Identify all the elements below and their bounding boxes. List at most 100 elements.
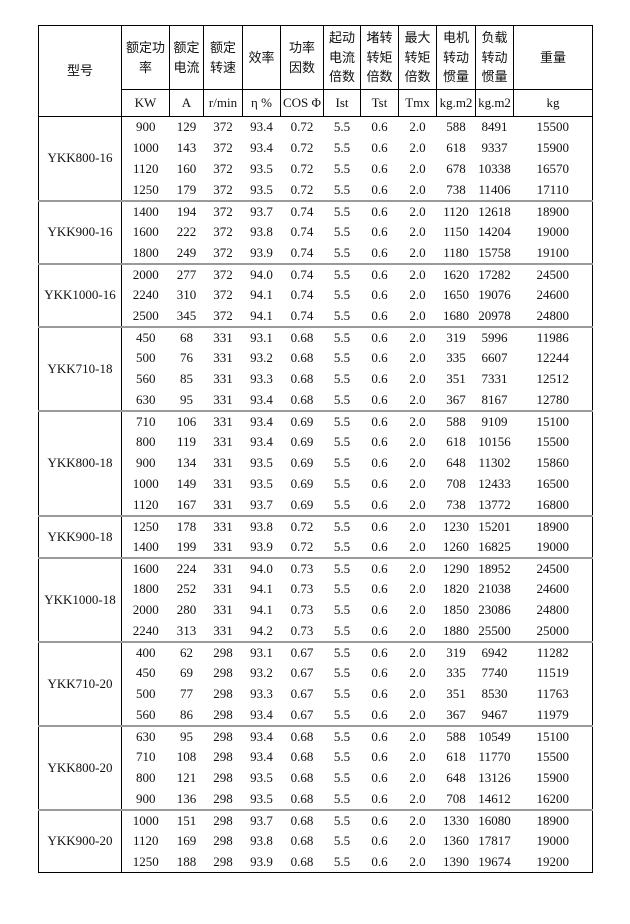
table-row: YKK900-16 1400 194 372 93.7 0.74 5.5 0.6 2.0 1120… [38,199,593,264]
data-cell: 2.0 [409,371,426,386]
data-cell: 2.0 [409,455,426,470]
data-cell: 93.4 [250,119,273,135]
data-cell: 222 [176,224,197,239]
data-cell: 93.4 [250,434,273,449]
data-cell: 0.6 [360,514,399,537]
data-cell: 331 [213,391,233,407]
data-cell: 252 [176,581,197,596]
data-cell: 738 [446,181,466,197]
data-cell: 136 [176,790,197,806]
data-cell: 5.5 [323,724,361,747]
data-cell: 9109 [475,409,514,432]
table-row: 1000 143 372 93.4 0.72 5.5 0.6 2.0 618 9337 15900 [39,138,593,159]
data-cell: 11519 [536,665,569,680]
data-cell: 16825 [478,538,511,554]
data-cell: 77 [180,686,193,701]
data-cell: 331 [203,325,243,348]
data-cell: 2.0 [409,749,426,764]
table-row: 500 77 298 93.3 0.67 5.5 0.6 2.0 351 8530 11763 [39,684,593,705]
data-cell: 648 [446,455,466,470]
data-cell: 0.69 [280,409,324,432]
data-cell: 194 [169,199,204,222]
data-cell: 710 [121,409,170,432]
data-cell: 0.73 [280,556,324,579]
data-cell: 5.5 [333,602,351,617]
data-cell: 25000 [536,622,570,638]
data-cell: 249 [176,244,197,260]
data-cell: 298 [213,770,233,785]
data-cell: 2240 [132,287,159,302]
data-cell: 24500 [513,556,593,579]
data-cell: 1330 [436,808,476,831]
data-cell: 331 [213,350,233,365]
col-header-label: 效率 [242,25,281,90]
data-cell: 8167 [481,391,508,407]
data-cell: 500 [136,350,156,365]
data-cell: 618 [446,140,466,155]
col-header-label: 堵转转矩倍数 [360,25,399,90]
data-cell: 0.6 [371,140,388,155]
data-cell: 319 [436,325,476,348]
data-cell: 5.5 [333,307,351,323]
data-cell: 372 [213,140,233,155]
data-cell: 500 [136,686,156,701]
data-cell: 0.6 [371,371,388,386]
data-cell: 94.0 [242,556,281,579]
table-row: 1120 169 298 93.8 0.68 5.5 0.6 2.0 1360 17817 1900… [39,831,593,852]
data-cell: 5.5 [333,119,351,135]
model-cell: YKK900-18 [38,514,122,558]
data-cell: 2.0 [398,640,437,663]
model-cell: YKK800-20 [38,724,122,810]
data-cell: 1600 [132,224,159,239]
data-cell: 5.5 [333,496,351,512]
data-cell: 93.8 [242,514,281,537]
data-cell: 178 [169,514,204,537]
data-cell: 5.5 [323,262,361,285]
data-cell: 94.1 [250,307,273,323]
data-cell: 1800 [132,581,159,596]
data-cell: 331 [213,622,233,638]
data-cell: 1150 [443,224,469,239]
data-cell: 0.68 [280,325,324,348]
data-cell: 678 [446,161,466,176]
data-cell: 12244 [536,350,570,365]
data-cell: 0.67 [280,640,324,663]
data-cell: 24800 [536,602,570,617]
table-row: 1250 179 372 93.5 0.72 5.5 0.6 2.0 738 11406 17110 [39,180,593,201]
data-cell: 6942 [475,640,514,663]
data-cell: 1000 [132,476,159,491]
data-cell: 0.6 [360,808,399,831]
data-cell: 93.7 [242,199,281,222]
data-cell: 277 [169,262,204,285]
data-cell: 351 [446,371,466,386]
data-cell: 0.72 [290,140,314,155]
data-cell: 5.5 [333,853,351,869]
table-row: 900 136 298 93.5 0.68 5.5 0.6 2.0 708 14612 16200 [39,789,593,810]
data-cell: 93.4 [242,724,281,747]
data-cell: 1600 [121,556,170,579]
data-cell: 2.0 [409,244,426,260]
data-cell: 2.0 [409,770,426,785]
data-cell: 7740 [481,665,508,680]
data-cell: 2500 [132,307,159,323]
data-cell: 2.0 [409,476,426,491]
data-cell: 23086 [478,602,511,617]
data-cell: 5.5 [333,686,351,701]
data-cell: 93.4 [250,140,273,155]
data-cell: 5.5 [333,706,351,722]
data-cell: 2.0 [409,538,426,554]
data-cell: 298 [213,749,233,764]
data-cell: 143 [176,140,197,155]
data-cell: 2.0 [409,853,426,869]
data-cell: 0.74 [290,224,314,239]
data-cell: 331 [213,455,233,470]
data-cell: 2.0 [398,325,437,348]
col-header-label: 起动电流倍数 [323,25,361,90]
data-cell: 5996 [475,325,514,348]
data-cell: 0.69 [290,476,314,491]
table-row: 560 85 331 93.3 0.68 5.5 0.6 2.0 351 7331 12512 [39,369,593,390]
data-cell: 16080 [475,808,514,831]
data-cell: 800 [136,770,156,785]
data-cell: 372 [213,287,233,302]
data-cell: 351 [446,686,466,701]
